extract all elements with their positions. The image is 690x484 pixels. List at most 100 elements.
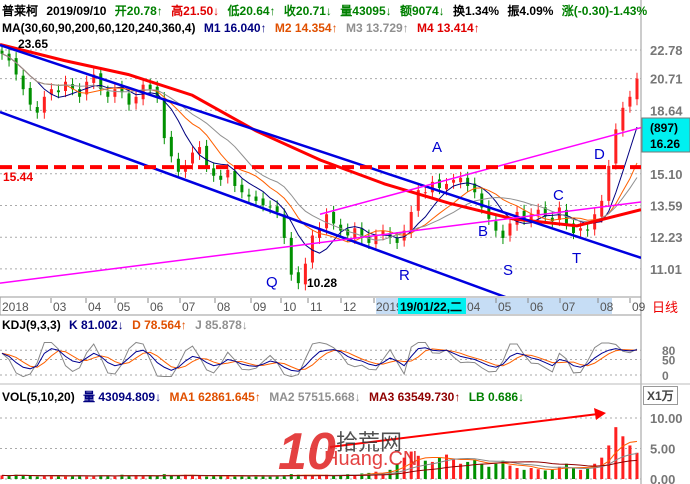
volume-bar bbox=[205, 476, 209, 479]
candle-body bbox=[99, 73, 103, 90]
x-tick-label: 07 bbox=[182, 300, 196, 314]
candle-body bbox=[120, 86, 124, 93]
x-tick-label: 06 bbox=[530, 300, 544, 314]
volume-bar bbox=[494, 463, 498, 479]
candle-body bbox=[529, 214, 533, 222]
candle-body bbox=[127, 93, 131, 105]
volume-bar bbox=[240, 475, 244, 479]
candle-body bbox=[14, 58, 18, 75]
volume-bar bbox=[0, 475, 4, 479]
x-tick-label: 11 bbox=[310, 300, 323, 314]
turnover: 换1.34% bbox=[453, 4, 500, 18]
volume-bar bbox=[148, 475, 152, 479]
candle-body bbox=[614, 129, 618, 164]
volume-bar bbox=[191, 475, 194, 479]
vol-ma1: MA1 62861.645↑ bbox=[169, 390, 261, 404]
vol-value: 量 43094.809↓ bbox=[83, 390, 162, 404]
candle-body bbox=[254, 196, 258, 201]
volume-bar bbox=[635, 452, 639, 479]
volume-bar bbox=[480, 463, 484, 479]
volume-bar bbox=[120, 474, 124, 479]
volume-arrow-line bbox=[329, 413, 599, 448]
vol-lb: LB 0.686↓ bbox=[468, 390, 525, 404]
resistance-label: 15.44 bbox=[3, 170, 33, 184]
x-tick-label: 07 bbox=[562, 300, 576, 314]
volume-bar bbox=[508, 465, 512, 479]
ma-m4: M4 13.414↑ bbox=[417, 21, 480, 35]
price-tick-label: 12.23 bbox=[650, 230, 683, 245]
candle-body bbox=[339, 224, 343, 231]
volume-bar bbox=[557, 466, 561, 479]
volume-bar bbox=[99, 475, 103, 479]
ma-label: MA(30,60,90,200,60,120,240,360,4) bbox=[2, 21, 196, 35]
candle-body bbox=[64, 81, 67, 91]
vol-tick-label: 5.00 bbox=[650, 442, 675, 457]
volume-bar bbox=[134, 475, 138, 479]
candle-body bbox=[219, 175, 223, 180]
kdj-tick-label: 80 bbox=[662, 344, 676, 358]
candle-body bbox=[480, 193, 484, 208]
volume-bar bbox=[64, 476, 67, 479]
candle-body bbox=[162, 98, 166, 139]
candle-body bbox=[71, 84, 75, 90]
ma-m2-line bbox=[1, 53, 638, 243]
quote-header: 普莱柯 2019/09/10 开20.78↑ 高21.50↓ 低20.64↑ 收… bbox=[2, 2, 652, 19]
volume-bar bbox=[501, 460, 505, 479]
stock-name: 普莱柯 bbox=[2, 4, 39, 18]
candle-body bbox=[332, 211, 336, 224]
amount: 额9074↓ bbox=[399, 4, 445, 18]
candle-body bbox=[586, 229, 590, 231]
volume-bar bbox=[353, 474, 357, 479]
volume-bar bbox=[183, 474, 187, 479]
candle-body bbox=[205, 145, 209, 166]
candle-body bbox=[233, 171, 237, 186]
volume-bar bbox=[452, 459, 456, 479]
volume-bar bbox=[607, 445, 611, 479]
price-tick-label: 11.01 bbox=[650, 262, 682, 277]
ma-m2: M2 14.354↑ bbox=[274, 21, 338, 35]
ma-m4-line bbox=[0, 43, 641, 228]
x-tick-label: 09 bbox=[253, 300, 267, 314]
upper-trend-line bbox=[0, 43, 641, 260]
volume-bar bbox=[289, 474, 293, 479]
volume-bar bbox=[600, 457, 604, 479]
change: 涨(-0.30)-1.43% bbox=[561, 4, 648, 18]
point-label-r: R bbox=[399, 267, 410, 284]
candle-body bbox=[92, 74, 96, 83]
volume-bar bbox=[318, 475, 321, 479]
volume-bar bbox=[113, 476, 117, 479]
x-tick-label: 05 bbox=[498, 300, 512, 314]
vol-plot bbox=[0, 427, 639, 479]
volume-bar bbox=[21, 475, 25, 479]
vol-header: VOL(5,10,20) 量 43094.809↓ MA1 62861.645↑… bbox=[2, 388, 529, 405]
candle-body bbox=[346, 229, 350, 236]
candle-body bbox=[423, 192, 427, 194]
date-cursor-box bbox=[398, 298, 466, 314]
candle-body bbox=[459, 177, 463, 183]
volume-bar bbox=[325, 474, 329, 479]
candle-body bbox=[409, 211, 413, 232]
vol-unit-button[interactable]: X1万 bbox=[643, 386, 678, 405]
candle-body bbox=[466, 177, 470, 186]
price-tick-label: 15.10 bbox=[650, 167, 683, 182]
candle-body bbox=[240, 184, 244, 193]
ma-header: MA(30,60,90,200,60,120,240,360,4) M1 16.… bbox=[2, 21, 485, 35]
vol-ma3-line bbox=[1, 459, 638, 477]
vol-ma3: MA3 63549.730↑ bbox=[368, 390, 461, 404]
volume-bar bbox=[219, 475, 223, 479]
volume-bar bbox=[459, 463, 463, 479]
volume-bar bbox=[35, 476, 39, 479]
open: 开20.78↑ bbox=[114, 4, 163, 18]
volume: 量43095↓ bbox=[340, 4, 392, 18]
volume-bar bbox=[212, 475, 216, 479]
point-label-s: S bbox=[503, 262, 513, 279]
volume-bar bbox=[445, 454, 448, 479]
candle-body bbox=[134, 96, 138, 104]
ma-m1: M1 16.040↑ bbox=[203, 21, 267, 35]
volume-bar bbox=[550, 469, 554, 479]
x-tick-label: 05 bbox=[117, 300, 131, 314]
volume-bar bbox=[247, 476, 251, 479]
kdj-label: KDJ(9,3,3) bbox=[2, 318, 61, 332]
